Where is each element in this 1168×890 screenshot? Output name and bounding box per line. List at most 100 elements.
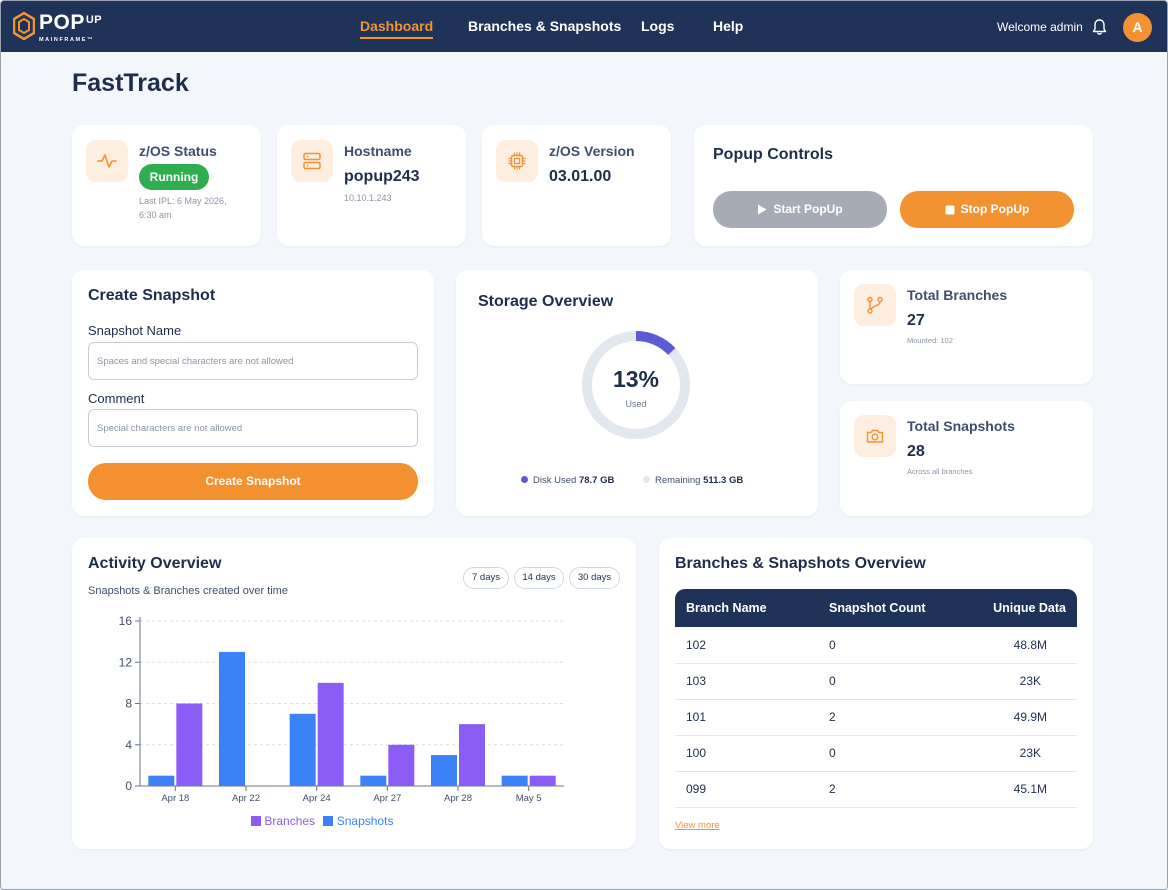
column-unique-data[interactable]: Unique Data bbox=[958, 589, 1077, 627]
cell-branch: 102 bbox=[675, 627, 818, 664]
cell-unique: 23K bbox=[958, 663, 1077, 700]
total-branches-card: Total Branches 27 Mounted: 102 bbox=[840, 270, 1093, 384]
donut-used-arc bbox=[582, 331, 690, 439]
cell-branch: 099 bbox=[675, 771, 818, 808]
storage-donut-chart bbox=[582, 331, 690, 439]
view-more-link[interactable]: View more bbox=[675, 820, 720, 831]
bell-icon[interactable] bbox=[1091, 18, 1108, 36]
popup-controls-card: Popup Controls Start PopUp Stop PopUp bbox=[694, 125, 1093, 246]
table-header-row: Branch Name Snapshot Count Unique Data bbox=[675, 589, 1077, 627]
branches-table: Branch Name Snapshot Count Unique Data 1… bbox=[675, 589, 1077, 808]
last-ipl-line1: Last IPL: 6 May 2026, bbox=[139, 196, 227, 206]
disk-used-dot bbox=[521, 475, 528, 483]
nav-logs[interactable]: Logs bbox=[641, 18, 675, 34]
cell-count: 2 bbox=[818, 699, 958, 736]
table-row[interactable]: 103 0 23K bbox=[675, 663, 1077, 700]
cell-branch: 100 bbox=[675, 735, 818, 772]
column-branch-name[interactable]: Branch Name bbox=[675, 589, 818, 627]
create-snapshot-card: Create Snapshot Snapshot Name Comment Cr… bbox=[72, 270, 434, 516]
zos-version-label: z/OS Version bbox=[549, 143, 635, 159]
x-tick-label: Apr 18 bbox=[161, 793, 189, 804]
logo-subtext: MAINFRAME™ bbox=[39, 37, 95, 43]
y-tick-label: 8 bbox=[125, 697, 132, 711]
server-icon bbox=[303, 152, 321, 170]
camera-icon bbox=[866, 429, 884, 443]
top-navigation-bar: POPUP MAINFRAME™ Dashboard Branches & Sn… bbox=[1, 1, 1167, 52]
column-snapshot-count[interactable]: Snapshot Count bbox=[818, 589, 958, 627]
activity-bar-chart: 0 4 8 12 16 Apr 18 Apr 22 Apr 24 Apr 27 Apr 28 May… bbox=[119, 614, 564, 804]
nav-help[interactable]: Help bbox=[713, 18, 744, 34]
legend-branches-label: Branches bbox=[264, 814, 316, 828]
snapshots-icon-tile bbox=[854, 415, 896, 457]
popup-controls-title: Popup Controls bbox=[713, 146, 833, 163]
range-14-days-button[interactable]: 14 days bbox=[514, 567, 564, 589]
storage-used-label: Used bbox=[625, 399, 647, 409]
remaining-label: Remaining bbox=[655, 475, 701, 486]
stop-square-icon bbox=[945, 205, 955, 215]
nav-branches-snapshots[interactable]: Branches & Snapshots bbox=[468, 18, 622, 34]
bar-branches bbox=[176, 703, 203, 786]
last-ipl-line2: 6:30 am bbox=[139, 210, 172, 220]
mounted-text: Mounted: 102 bbox=[907, 336, 953, 345]
cell-branch: 101 bbox=[675, 699, 818, 736]
user-avatar[interactable]: A bbox=[1123, 13, 1152, 42]
cell-unique: 49.9M bbox=[958, 699, 1077, 736]
popup-logo[interactable]: POPUP MAINFRAME™ bbox=[13, 11, 113, 45]
table-row[interactable]: 099 2 45.1M bbox=[675, 771, 1077, 808]
zos-status-label: z/OS Status bbox=[139, 143, 217, 159]
stop-popup-label: Stop PopUp bbox=[960, 202, 1030, 216]
x-tick-label: Apr 27 bbox=[373, 793, 401, 804]
range-30-days-button[interactable]: 30 days bbox=[569, 567, 620, 589]
legend-remaining: Remaining 511.3 GB bbox=[643, 475, 743, 486]
play-icon bbox=[758, 204, 767, 215]
scrollbar-thumb[interactable] bbox=[1158, 58, 1164, 878]
total-branches-value: 27 bbox=[907, 312, 925, 329]
last-ipl-text: Last IPL: 6 May 2026, 6:30 am bbox=[139, 194, 227, 222]
total-snapshots-card: Total Snapshots 28 Across all branches bbox=[840, 401, 1093, 516]
start-popup-label: Start PopUp bbox=[773, 202, 843, 216]
range-7-days-button[interactable]: 7 days bbox=[463, 567, 509, 589]
git-branch-icon bbox=[867, 296, 883, 314]
y-tick-label: 0 bbox=[125, 779, 132, 793]
hostname-label: Hostname bbox=[344, 143, 412, 159]
zos-version-value: 03.01.00 bbox=[549, 168, 612, 185]
total-snapshots-value: 28 bbox=[907, 443, 925, 460]
hostname-card: Hostname popup243 10.10.1.243 bbox=[277, 125, 466, 246]
status-icon-tile bbox=[86, 140, 128, 182]
bar-snapshots bbox=[289, 713, 316, 786]
cell-unique: 45.1M bbox=[958, 771, 1077, 808]
bar-snapshots bbox=[360, 775, 387, 786]
cell-unique: 48.8M bbox=[958, 627, 1077, 664]
bar-branches bbox=[388, 744, 415, 786]
branches-icon-tile bbox=[854, 284, 896, 326]
snapshot-name-input[interactable] bbox=[88, 342, 418, 380]
start-popup-button[interactable]: Start PopUp bbox=[713, 191, 887, 228]
scrollbar[interactable] bbox=[1156, 52, 1167, 889]
total-branches-label: Total Branches bbox=[907, 287, 1008, 303]
cell-count: 0 bbox=[818, 735, 958, 772]
activity-overview-card: Activity Overview Snapshots & Branches c… bbox=[72, 538, 636, 849]
hostname-value: popup243 bbox=[344, 168, 420, 185]
bar-snapshots bbox=[219, 651, 245, 786]
table-row[interactable]: 100 0 23K bbox=[675, 735, 1077, 772]
cell-unique: 23K bbox=[958, 735, 1077, 772]
x-tick-label: Apr 24 bbox=[303, 793, 331, 804]
nav-dashboard[interactable]: Dashboard bbox=[360, 18, 434, 39]
stop-popup-button[interactable]: Stop PopUp bbox=[900, 191, 1074, 228]
hostname-ip: 10.10.1.243 bbox=[344, 193, 392, 203]
x-tick-label: Apr 28 bbox=[444, 793, 472, 804]
x-tick-label: May 5 bbox=[516, 793, 542, 804]
activity-pulse-icon bbox=[97, 154, 117, 168]
version-icon-tile bbox=[496, 140, 538, 182]
disk-used-label: Disk Used bbox=[533, 475, 577, 486]
create-snapshot-button[interactable]: Create Snapshot bbox=[88, 463, 418, 500]
table-row[interactable]: 102 0 48.8M bbox=[675, 627, 1077, 664]
comment-input[interactable] bbox=[88, 409, 418, 447]
branches-overview-card: Branches & Snapshots Overview Branch Nam… bbox=[659, 538, 1093, 849]
status-badge: Running bbox=[139, 164, 209, 190]
remaining-value: 511.3 GB bbox=[703, 475, 744, 486]
chart-legend: Branches Snapshots bbox=[251, 814, 393, 828]
total-snapshots-label: Total Snapshots bbox=[907, 418, 1015, 434]
table-row[interactable]: 101 2 49.9M bbox=[675, 699, 1077, 736]
cpu-chip-icon bbox=[508, 152, 526, 170]
